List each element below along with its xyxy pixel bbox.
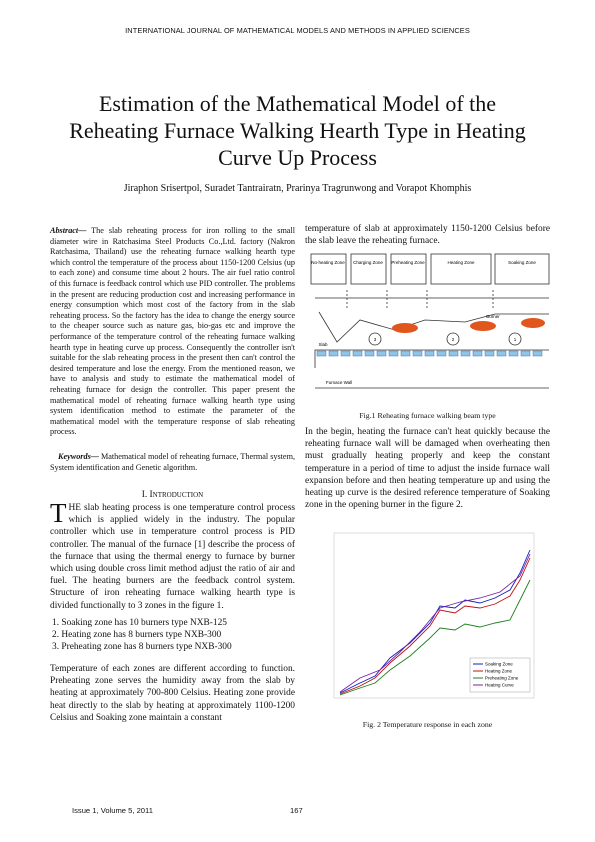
abstract-label: Abstract—	[50, 226, 87, 235]
legend-entry: Heating Zone	[485, 669, 513, 674]
intro-paragraph: T HE slab heating process is one temperat…	[50, 498, 295, 612]
zone-label: Heating Zone	[447, 260, 475, 265]
abstract: Abstract— The slab reheating process for…	[50, 226, 295, 438]
section-heading: I. Introduction	[141, 490, 204, 500]
heating-curve-reference	[339, 553, 531, 693]
preheating-curve	[339, 579, 531, 696]
paragraph: temperature of slab at approximately 115…	[305, 224, 550, 247]
zone-label: No-heating Zone	[311, 260, 345, 265]
zone-number: 3	[374, 337, 377, 342]
abstract-text: The slab reheating process for iron roll…	[50, 226, 295, 437]
zone-number: 2	[452, 337, 455, 342]
legend-entry: Soaking Zone	[485, 662, 513, 667]
keywords-label: Keywords—	[58, 452, 99, 461]
wall-label: Furnace Wall	[326, 380, 352, 385]
keywords: Keywords— Mathematical model of reheatin…	[50, 452, 295, 473]
burner-label: Burner	[486, 314, 500, 319]
page-number: 167	[290, 806, 303, 815]
list-item: 2. Heating zone has 8 burners type NXB-3…	[52, 630, 222, 641]
zone-label: Charging Zone	[353, 260, 383, 265]
zone-label: Soaking Zone	[508, 260, 536, 265]
figure-1: No-heating Zone Charging Zone Preheating…	[310, 253, 550, 389]
soaking-curve	[339, 549, 531, 694]
legend-entry: Preheating Zone	[485, 676, 519, 681]
figure-caption: Fig.1 Reheating furnace walking beam typ…	[359, 411, 496, 420]
drop-cap: T	[50, 498, 67, 528]
heating-curve	[339, 557, 531, 695]
paper-title: Estimation of the Mathematical Model of …	[69, 91, 526, 170]
journal-header: INTERNATIONAL JOURNAL OF MATHEMATICAL MO…	[125, 26, 470, 35]
paragraph-text: HE slab heating process is one temperatu…	[50, 503, 295, 611]
list-item: 1. Soaking zone has 10 burners type NXB-…	[52, 618, 227, 628]
legend-entry: Heating Curve	[485, 683, 514, 688]
paragraph: In the begin, heating the furnace can't …	[305, 427, 550, 511]
list-item: 3. Preheating zone has 8 burners type NX…	[52, 642, 232, 653]
paragraph: Temperature of each zones are different …	[50, 664, 295, 723]
figure-2: Soaking Zone Heating Zone Preheating Zon…	[333, 532, 535, 699]
authors: Jiraphon Srisertpol, Suradet Tantrairatn…	[123, 183, 472, 194]
slab-label: Slab	[318, 342, 328, 347]
burner-list: 1. Soaking zone has 10 burners type NXB-…	[52, 617, 295, 654]
footer-issue: Issue 1, Volume 5, 2011	[72, 806, 153, 815]
keywords-text: Mathematical model of reheating furnace,…	[50, 452, 295, 472]
zone-label: Preheating Zone	[391, 260, 425, 265]
figure-caption: Fig. 2 Temperature response in each zone	[362, 720, 493, 729]
zone-number: 1	[514, 337, 517, 342]
